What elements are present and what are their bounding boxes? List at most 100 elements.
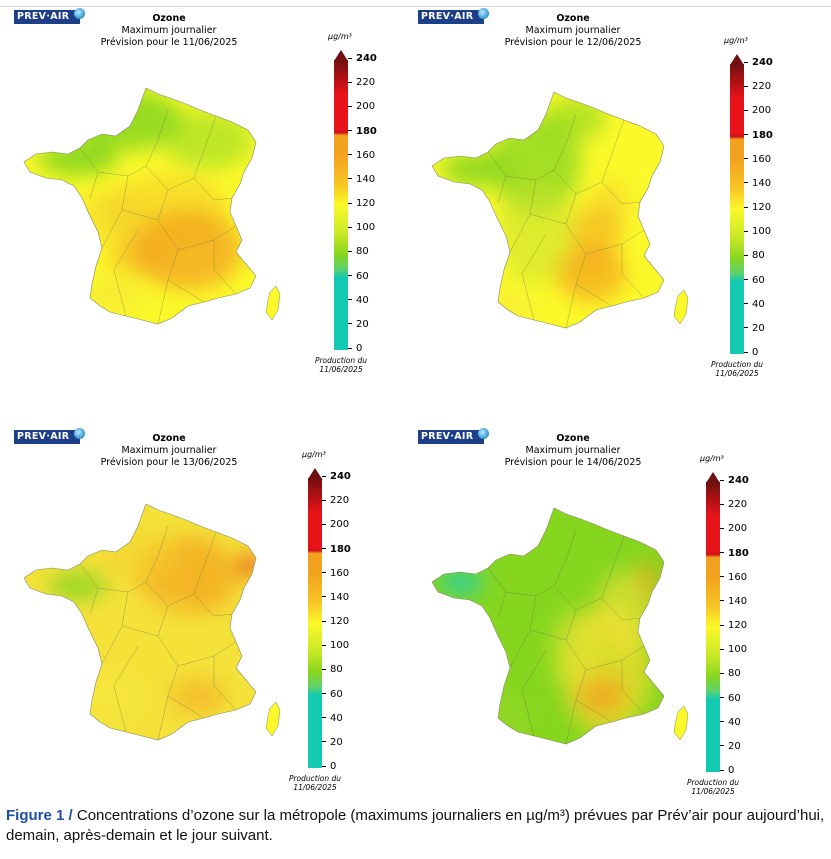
scale-tick: 80 xyxy=(348,246,369,257)
scale-tick: 180 xyxy=(348,126,377,137)
scale-tick: 120 xyxy=(720,620,747,631)
tick-label: 100 xyxy=(330,640,350,652)
scale-tick: 20 xyxy=(744,323,765,334)
tick-label: 20 xyxy=(330,736,343,748)
concentration-area xyxy=(78,190,148,240)
map-header: Ozone Maximum journalier Prévision pour le… xyxy=(478,13,668,49)
tick-label: 40 xyxy=(752,298,765,310)
tick-label: 0 xyxy=(356,343,363,354)
concentration-area xyxy=(38,140,118,176)
scale-tick: 80 xyxy=(744,250,765,261)
concentration-area xyxy=(576,675,626,715)
scale-gradient xyxy=(334,60,348,350)
map-title: Ozone xyxy=(152,433,186,444)
scale-arrow-icon xyxy=(308,468,322,479)
france-ozone-map xyxy=(431,507,689,745)
scale-tick: 40 xyxy=(348,295,369,306)
tick-label: 100 xyxy=(752,226,772,238)
tick-label: 160 xyxy=(752,153,772,165)
color-scale xyxy=(308,468,322,768)
map-forecast: Prévision pour le 14/06/2025 xyxy=(504,457,642,468)
scale-tick: 120 xyxy=(348,198,375,209)
region-border xyxy=(601,181,641,205)
scale-tick: 60 xyxy=(322,689,343,700)
tick-label: 0 xyxy=(728,765,735,776)
region-border xyxy=(113,645,139,733)
scale-tick: 100 xyxy=(348,222,375,233)
map-title: Ozone xyxy=(556,13,590,24)
scale-tick: 120 xyxy=(744,202,771,213)
tick-label: 40 xyxy=(330,712,343,724)
region-border xyxy=(157,219,237,251)
concentration-area xyxy=(476,294,536,324)
scale-tick: 240 xyxy=(720,475,749,486)
tick-label: 80 xyxy=(752,250,765,262)
tick-label: 40 xyxy=(728,716,741,728)
figure-label: Figure 1 / xyxy=(6,807,73,824)
scale-tick: 160 xyxy=(720,572,747,583)
forecast-panel-day4: PREV·AIR Ozone Maximum journalier Prévision… xyxy=(418,428,818,820)
color-scale xyxy=(334,50,348,350)
corsica-shape xyxy=(673,289,689,325)
scale-tick: 140 xyxy=(322,592,349,603)
map-forecast: Prévision pour le 13/06/2025 xyxy=(100,457,238,468)
map-subtitle: Maximum journalier xyxy=(121,445,217,456)
scale-tick: 220 xyxy=(322,495,349,506)
tick-label: 220 xyxy=(356,77,376,89)
concentration-area xyxy=(170,678,226,714)
production-date: 11/06/2025 xyxy=(691,787,735,796)
tick-label: 100 xyxy=(728,644,748,656)
figure-caption: Figure 1 / Concentrations d’ozone sur la… xyxy=(6,806,828,846)
france-outline xyxy=(431,507,665,745)
production-label: Production du xyxy=(686,778,740,787)
region-border xyxy=(521,233,547,321)
scale-tick: 20 xyxy=(720,741,741,752)
region-border xyxy=(505,529,577,597)
scale-tick: 180 xyxy=(720,548,749,559)
scale-arrow-icon xyxy=(334,50,348,61)
map-header: Ozone Maximum journalier Prévision pour le… xyxy=(74,433,264,469)
color-scale xyxy=(706,472,720,772)
scale-tick: 240 xyxy=(322,471,351,482)
tick-label: 200 xyxy=(728,523,748,535)
scale-tick: 20 xyxy=(348,319,369,330)
tick-label: 60 xyxy=(356,270,369,282)
corsica-shape xyxy=(265,701,281,737)
tick-label: 80 xyxy=(330,664,343,676)
production-label: Production du xyxy=(710,360,764,369)
tick-label: 20 xyxy=(728,740,741,752)
unit-label: µg/m³ xyxy=(302,450,326,459)
scale-tick: 60 xyxy=(720,693,741,704)
map-subtitle: Maximum journalier xyxy=(525,445,621,456)
region-border xyxy=(97,525,169,593)
tick-label: 240 xyxy=(330,471,351,482)
region-border xyxy=(167,695,205,719)
tick-label: 20 xyxy=(752,322,765,334)
tick-label: 140 xyxy=(752,177,772,189)
region-border xyxy=(565,223,645,255)
region-border xyxy=(193,177,233,201)
tick-label: 180 xyxy=(330,543,351,555)
concentration-area xyxy=(556,246,626,302)
logo-swirl-icon xyxy=(478,8,489,19)
production-date: 11/06/2025 xyxy=(293,783,337,792)
tick-label: 160 xyxy=(330,567,350,579)
concentration-area xyxy=(48,571,108,601)
concentration-area xyxy=(640,560,656,600)
concentration-area xyxy=(78,596,218,696)
france-ozone-map xyxy=(23,87,281,325)
region-border xyxy=(213,240,237,295)
top-divider xyxy=(0,6,831,7)
scale-tick: 200 xyxy=(348,101,375,112)
unit-label: µg/m³ xyxy=(700,454,724,463)
tick-label: 60 xyxy=(728,692,741,704)
production-note: Production du 11/06/2025 xyxy=(308,356,374,374)
forecast-panel-day1: PREV·AIR Ozone Maximum journalier Prévision… xyxy=(14,8,414,400)
tick-label: 120 xyxy=(330,616,350,627)
tick-label: 200 xyxy=(752,105,772,117)
tick-label: 220 xyxy=(330,495,350,507)
tick-label: 120 xyxy=(728,620,748,631)
scale-tick: 180 xyxy=(322,544,351,555)
scale-arrow-icon xyxy=(730,54,744,65)
region-border xyxy=(621,660,645,715)
